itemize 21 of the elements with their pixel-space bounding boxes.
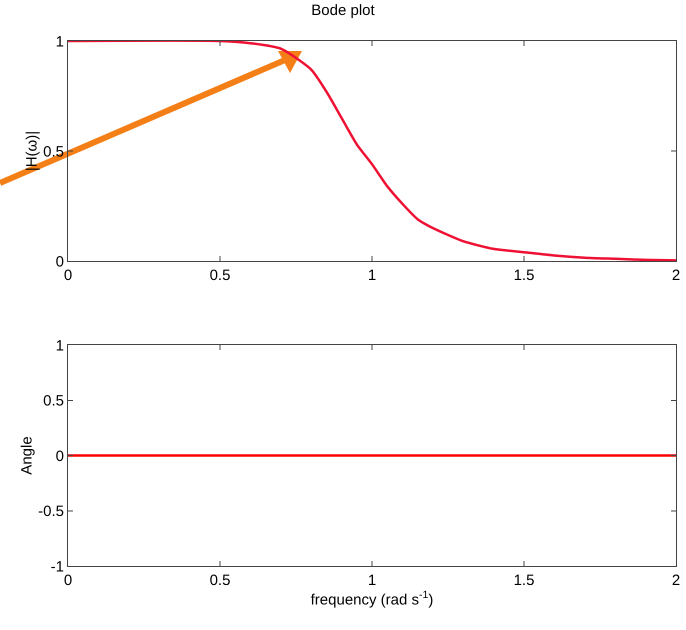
- x-axis-title: frequency (rad s$^{-1}$): [310, 589, 434, 608]
- y-tick-label: 1: [56, 337, 64, 354]
- y-tick-label: -1: [50, 558, 64, 576]
- x-tick-label: 1: [368, 572, 376, 589]
- chart-title: Bode plot: [311, 2, 376, 19]
- x-tick-label: 0.5: [210, 267, 230, 284]
- x-tick-label: 0.5: [210, 572, 230, 589]
- x-tick-label: 1.5: [514, 267, 534, 284]
- y-tick-label: 0: [56, 448, 64, 465]
- line-series: [68, 41, 676, 261]
- y-tick-label: -0.5: [38, 503, 64, 520]
- x-tick-label: 1.5: [514, 572, 534, 589]
- x-tick-label: 2: [672, 267, 680, 284]
- x-tick-label: 2: [672, 572, 680, 589]
- y-tick-label: 0.5: [43, 143, 64, 160]
- y-axis-title: |H(ω)|: [23, 130, 40, 172]
- y-tick-label: 0: [56, 253, 64, 270]
- y-tick-label: 0.5: [43, 392, 64, 410]
- y-axis-title: Angle: [18, 436, 36, 475]
- x-tick-label: 1: [368, 267, 376, 284]
- y-tick-label: 1: [56, 33, 64, 50]
